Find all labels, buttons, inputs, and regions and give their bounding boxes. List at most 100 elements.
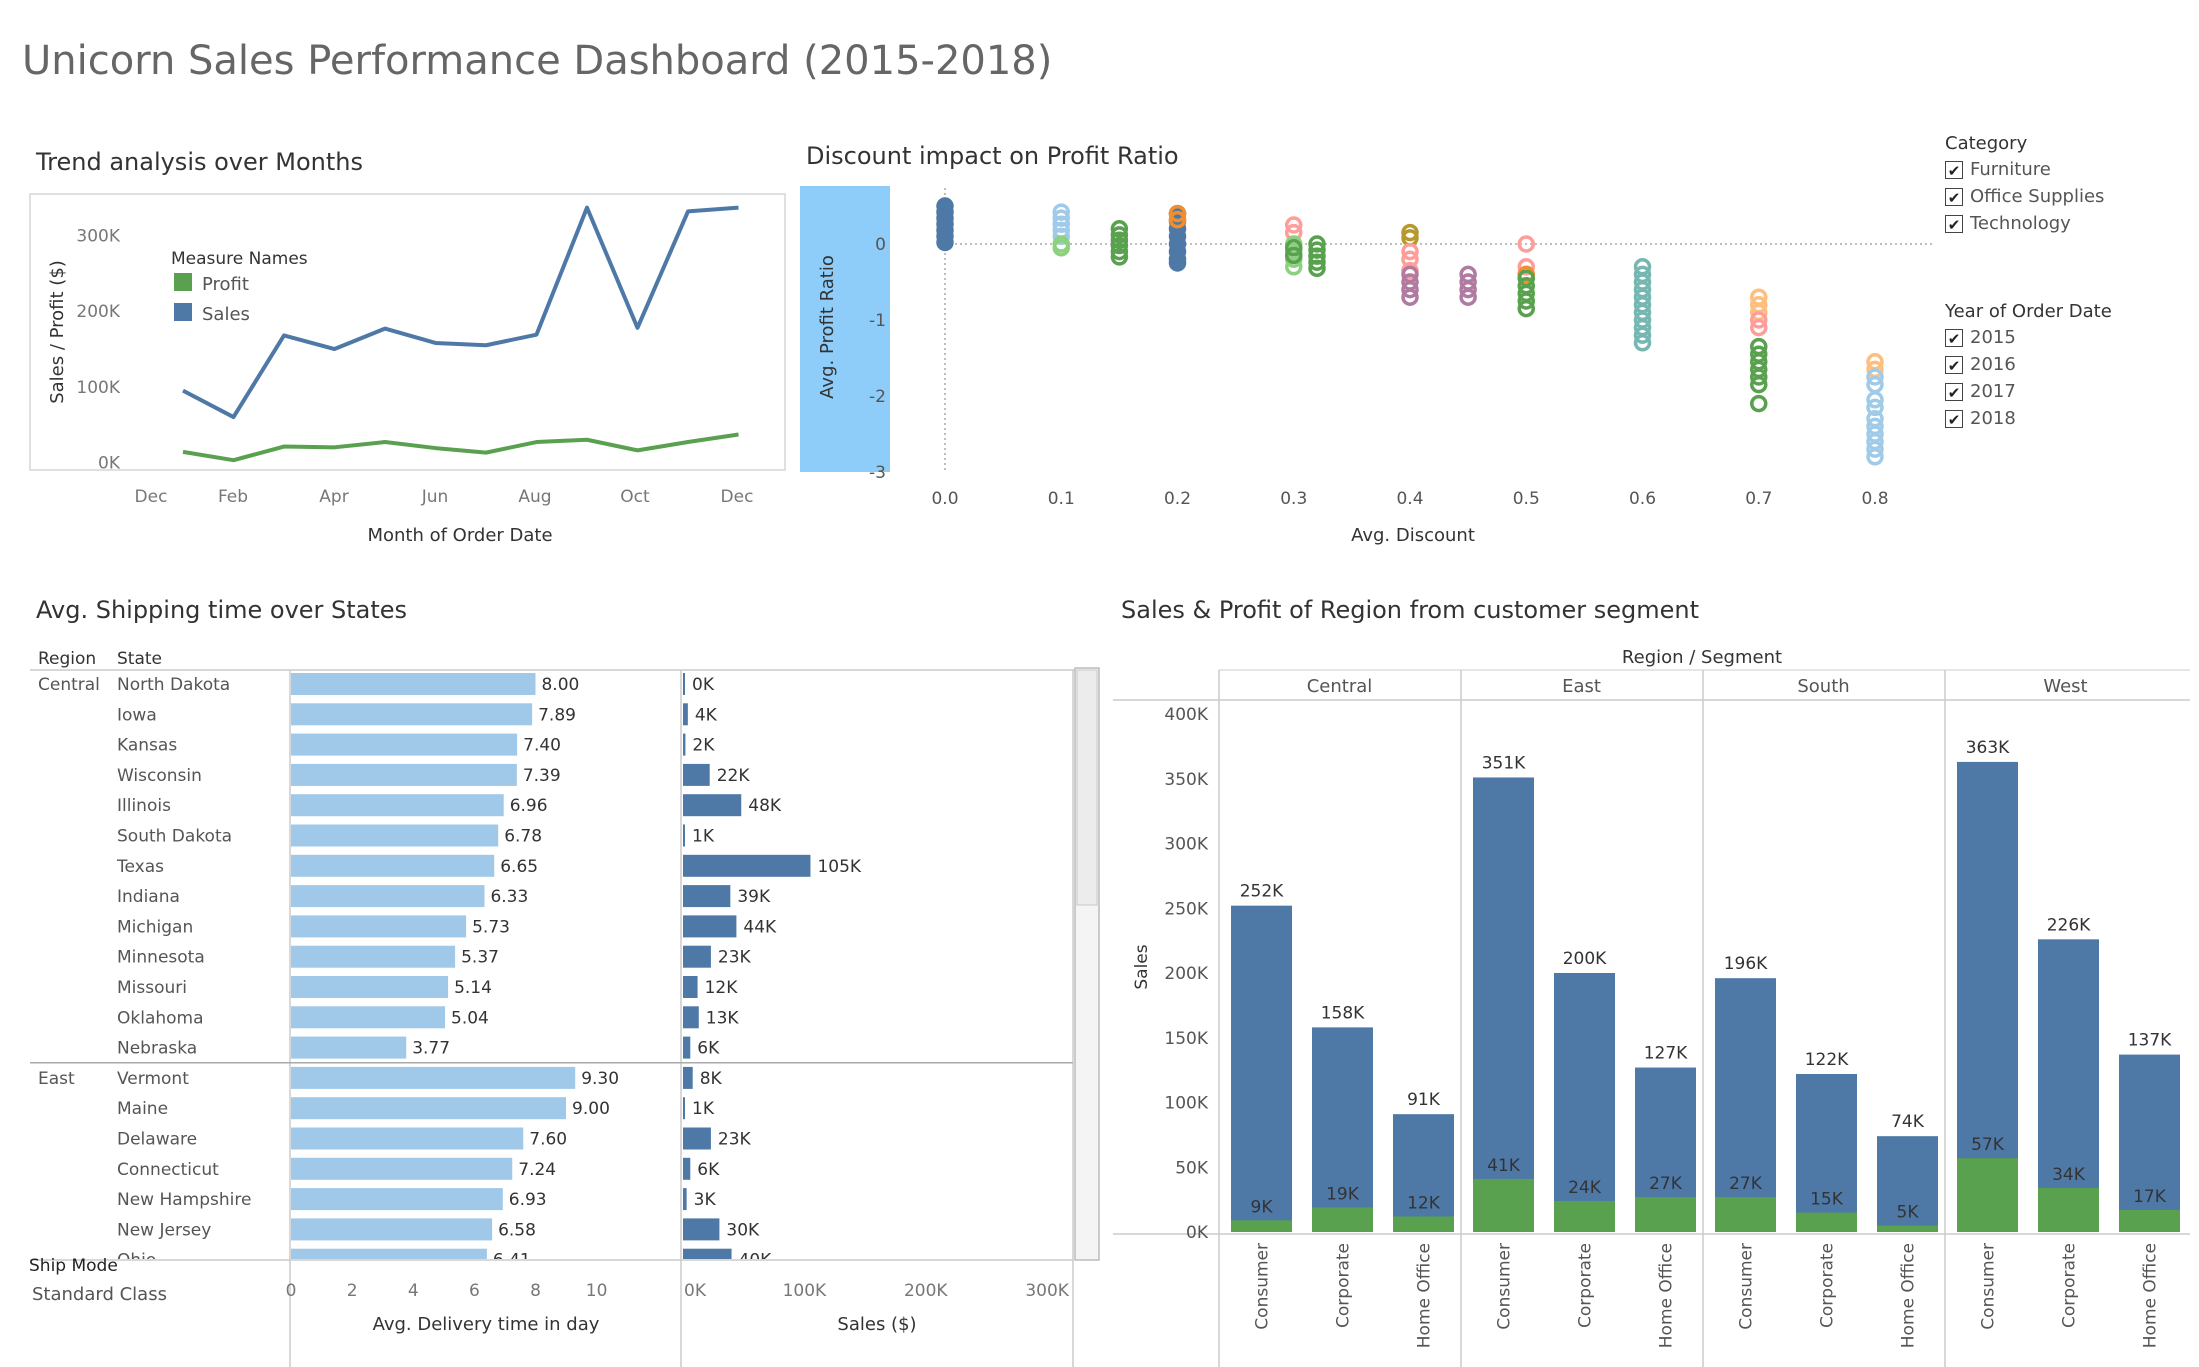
year-option[interactable]: ✔ 2017 xyxy=(1945,378,2112,405)
scatter-point xyxy=(1750,311,1768,329)
year-option-label: 2016 xyxy=(1970,354,2016,375)
profit-label: 24K xyxy=(1568,1178,1602,1198)
year-option[interactable]: ✔ 2018 xyxy=(1945,405,2112,432)
profit-label: 17K xyxy=(2133,1187,2167,1207)
trend-chart: 0K 100K 200K 300K Dec Feb Apr Jun Aug Oct Dec Month… xyxy=(29,193,786,546)
scatter-point xyxy=(1517,235,1535,253)
delivery-axis-label: Avg. Delivery time in day xyxy=(373,1314,600,1335)
x-tick-label: Apr xyxy=(319,487,348,507)
delivery-bar xyxy=(291,945,456,968)
segment-label: Consumer xyxy=(1979,1243,1999,1330)
state-name: Texas xyxy=(116,857,164,877)
y-tick-label: 0 xyxy=(875,235,886,255)
sales-bar xyxy=(683,824,685,847)
year-option-label: 2017 xyxy=(1970,381,2016,402)
ship-mode-value: Standard Class xyxy=(32,1284,167,1305)
delivery-bar xyxy=(291,1006,446,1029)
segment-label: Corporate xyxy=(1576,1243,1596,1328)
x-tick-label: 0.5 xyxy=(1513,489,1540,509)
profit-label: 12K xyxy=(1407,1193,1441,1213)
delivery-bar xyxy=(291,1127,524,1150)
category-option[interactable]: ✔ Furniture xyxy=(1945,156,2104,183)
checkbox-checked-icon[interactable]: ✔ xyxy=(1945,382,1963,402)
sales-bar xyxy=(1312,1027,1373,1232)
checkbox-checked-icon[interactable]: ✔ xyxy=(1945,355,1963,375)
legend-swatch xyxy=(174,303,192,321)
scatter-point xyxy=(1750,394,1768,413)
scatter-point xyxy=(1633,326,1652,344)
state-name: Delaware xyxy=(117,1130,197,1150)
checkbox-checked-icon[interactable]: ✔ xyxy=(1945,328,1963,348)
year-option[interactable]: ✔ 2016 xyxy=(1945,351,2112,378)
scatter-point xyxy=(1285,258,1303,276)
profit-bar xyxy=(1877,1225,1938,1232)
year-option[interactable]: ✔ 2015 xyxy=(1945,324,2112,351)
delivery-label: 6.96 xyxy=(510,796,548,816)
profit-bar xyxy=(1473,1178,1534,1232)
sales-bar xyxy=(683,1218,720,1241)
x-tick-label: 0.0 xyxy=(931,489,958,509)
state-header: State xyxy=(117,649,162,669)
state-name: Oklahoma xyxy=(117,1008,204,1028)
y-tick-label: 250K xyxy=(1164,899,1208,919)
sales-label: 23K xyxy=(718,1130,752,1150)
page-title: Unicorn Sales Performance Dashboard (201… xyxy=(22,38,1053,84)
y-axis-label: Sales / Profit ($) xyxy=(47,260,68,404)
region-name: West xyxy=(2043,676,2087,697)
sales-bar xyxy=(683,1127,711,1150)
delivery-label: 5.14 xyxy=(454,978,492,998)
x-tick-label: 0.7 xyxy=(1745,489,1772,509)
series-line-profit xyxy=(182,432,739,463)
region-name: Central xyxy=(38,675,100,695)
profit-bar xyxy=(1796,1212,1857,1232)
y-tick-label: 0K xyxy=(1186,1223,1209,1243)
delivery-bar xyxy=(291,1188,503,1211)
category-option[interactable]: ✔ Office Supplies xyxy=(1945,183,2104,210)
state-name: North Dakota xyxy=(117,675,230,695)
legend-label: Sales xyxy=(202,304,250,325)
delivery-label: 5.37 xyxy=(461,948,499,968)
rows-group: Central North Dakota 8.00 0K Iowa 7.89 4K Kansa… xyxy=(30,673,1073,1259)
sales-label: 351K xyxy=(1482,753,1526,773)
x-tick-label: Dec xyxy=(721,487,754,507)
delivery-label: 7.89 xyxy=(538,705,576,725)
region-name: East xyxy=(38,1069,75,1089)
y-axis-label: Sales xyxy=(1132,944,1152,989)
delivery-tick-label: 10 xyxy=(586,1281,608,1301)
delivery-bar xyxy=(291,854,495,877)
scatter-point xyxy=(1168,254,1187,272)
checkbox-checked-icon[interactable]: ✔ xyxy=(1945,409,1963,429)
sales-bar xyxy=(683,1006,699,1029)
checkbox-checked-icon[interactable]: ✔ xyxy=(1945,214,1963,234)
sales-bar xyxy=(683,1097,685,1120)
delivery-bar xyxy=(291,763,517,786)
sales-label: 91K xyxy=(1407,1090,1441,1110)
state-name: Michigan xyxy=(117,917,193,937)
profit-bar xyxy=(1715,1197,1776,1232)
category-option[interactable]: ✔ Technology xyxy=(1945,210,2104,237)
scatter-point xyxy=(1308,247,1326,265)
checkbox-checked-icon[interactable]: ✔ xyxy=(1945,187,1963,207)
x-tick-label: 0.1 xyxy=(1048,489,1075,509)
y-tick-label: 0K xyxy=(98,453,121,473)
sales-bar xyxy=(683,945,711,968)
delivery-bar xyxy=(291,794,504,817)
scatter-point xyxy=(1517,258,1535,276)
profit-bar xyxy=(1231,1220,1292,1232)
y-tick-label: 150K xyxy=(1164,1029,1208,1049)
checkbox-checked-icon[interactable]: ✔ xyxy=(1945,160,1963,180)
scatter-point xyxy=(1168,204,1187,223)
delivery-label: 6.93 xyxy=(509,1190,547,1210)
scatter-point xyxy=(1052,215,1070,233)
profit-label: 34K xyxy=(2052,1165,2086,1185)
sales-label: 200K xyxy=(1563,949,1607,969)
delivery-bar xyxy=(291,1097,567,1120)
delivery-label: 7.24 xyxy=(518,1160,556,1180)
scatter-point xyxy=(1052,203,1070,221)
segment-label: Corporate xyxy=(1334,1243,1354,1328)
delivery-label: 6.58 xyxy=(498,1220,536,1240)
delivery-bar xyxy=(291,1157,513,1180)
sales-label: 137K xyxy=(2128,1031,2172,1051)
profit-bar xyxy=(2119,1209,2180,1232)
state-name: Indiana xyxy=(117,887,180,907)
